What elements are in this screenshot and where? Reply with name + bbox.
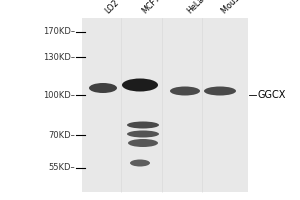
Text: 130KD–: 130KD– bbox=[43, 52, 75, 62]
Text: MCF7: MCF7 bbox=[140, 0, 162, 15]
Ellipse shape bbox=[122, 78, 158, 92]
Text: 170KD–: 170KD– bbox=[43, 27, 75, 36]
Ellipse shape bbox=[127, 121, 159, 129]
Bar bbox=[82, 18, 248, 192]
Text: GGCX: GGCX bbox=[257, 90, 285, 100]
Text: HeLa: HeLa bbox=[185, 0, 206, 15]
Ellipse shape bbox=[89, 83, 117, 93]
Ellipse shape bbox=[130, 160, 150, 166]
Ellipse shape bbox=[170, 86, 200, 96]
Ellipse shape bbox=[204, 86, 236, 96]
Ellipse shape bbox=[127, 130, 159, 138]
Text: 55KD–: 55KD– bbox=[48, 164, 75, 172]
Text: 100KD–: 100KD– bbox=[43, 90, 75, 99]
Text: LO2: LO2 bbox=[103, 0, 120, 15]
Text: Mouse liver: Mouse liver bbox=[220, 0, 259, 15]
Text: 70KD–: 70KD– bbox=[48, 130, 75, 140]
Ellipse shape bbox=[128, 139, 158, 147]
